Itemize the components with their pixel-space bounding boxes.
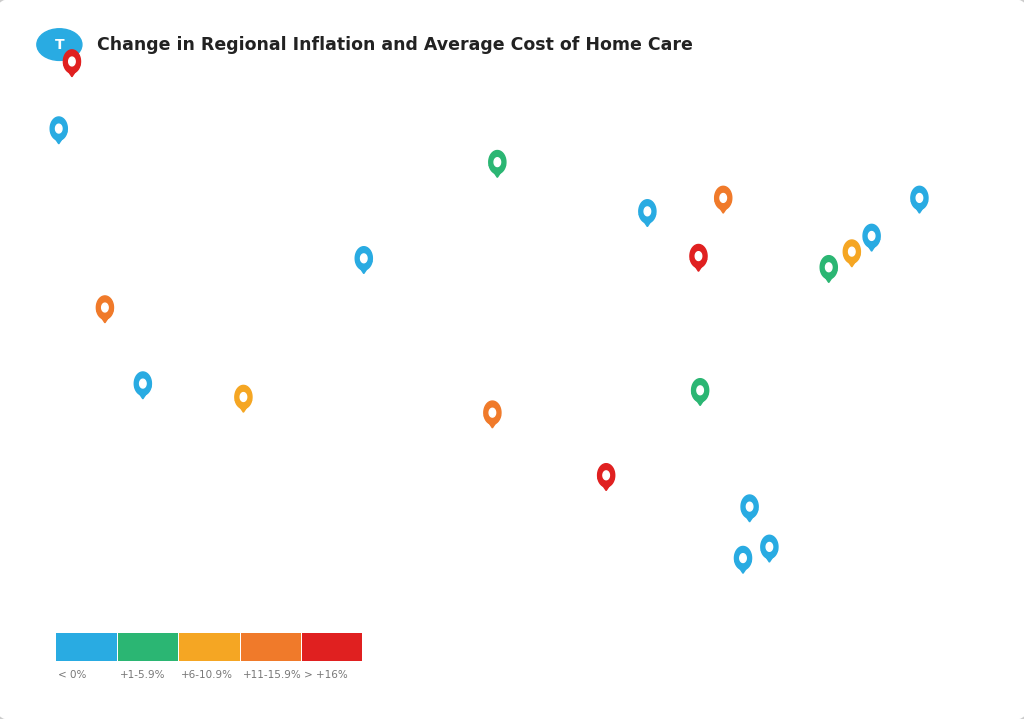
- Polygon shape: [916, 193, 923, 202]
- Polygon shape: [355, 261, 372, 273]
- Text: +1-5.9%: +1-5.9%: [120, 670, 165, 680]
- Polygon shape: [96, 311, 114, 323]
- Polygon shape: [603, 471, 609, 480]
- FancyBboxPatch shape: [302, 633, 362, 661]
- Polygon shape: [825, 263, 833, 272]
- Polygon shape: [844, 255, 860, 267]
- Polygon shape: [766, 542, 773, 551]
- Polygon shape: [691, 379, 709, 402]
- Polygon shape: [868, 232, 874, 240]
- Polygon shape: [734, 546, 752, 569]
- Polygon shape: [863, 239, 880, 251]
- Polygon shape: [715, 186, 732, 209]
- Text: Change in Regional Inflation and Average Cost of Home Care: Change in Regional Inflation and Average…: [97, 35, 693, 54]
- Polygon shape: [761, 535, 778, 559]
- Polygon shape: [849, 247, 855, 256]
- Polygon shape: [101, 303, 109, 312]
- Polygon shape: [236, 400, 252, 412]
- Polygon shape: [134, 372, 152, 395]
- Text: > +16%: > +16%: [304, 670, 348, 680]
- Circle shape: [37, 29, 82, 60]
- Polygon shape: [746, 502, 753, 511]
- Polygon shape: [695, 252, 701, 260]
- Polygon shape: [234, 385, 252, 408]
- Polygon shape: [820, 270, 837, 283]
- FancyBboxPatch shape: [241, 633, 301, 661]
- Polygon shape: [690, 259, 707, 271]
- Polygon shape: [639, 200, 656, 223]
- Polygon shape: [55, 124, 62, 133]
- Polygon shape: [63, 50, 81, 73]
- Polygon shape: [598, 464, 614, 487]
- Text: < 0%: < 0%: [58, 670, 87, 680]
- Polygon shape: [911, 186, 928, 209]
- FancyBboxPatch shape: [118, 633, 178, 661]
- Polygon shape: [139, 379, 146, 388]
- Polygon shape: [741, 510, 758, 522]
- Polygon shape: [241, 393, 247, 401]
- Polygon shape: [360, 254, 367, 262]
- Polygon shape: [495, 157, 501, 167]
- Polygon shape: [598, 478, 614, 490]
- Polygon shape: [761, 550, 777, 562]
- Polygon shape: [96, 296, 114, 319]
- Text: T: T: [54, 37, 65, 52]
- Polygon shape: [697, 386, 703, 395]
- Polygon shape: [355, 247, 373, 270]
- Polygon shape: [734, 561, 752, 573]
- Polygon shape: [690, 244, 707, 267]
- Polygon shape: [739, 554, 746, 562]
- Polygon shape: [50, 117, 68, 140]
- Polygon shape: [489, 408, 496, 417]
- Polygon shape: [489, 165, 506, 178]
- Polygon shape: [844, 240, 860, 263]
- Text: +11-15.9%: +11-15.9%: [243, 670, 301, 680]
- Polygon shape: [134, 387, 152, 399]
- FancyBboxPatch shape: [179, 633, 240, 661]
- Polygon shape: [488, 150, 506, 174]
- Polygon shape: [911, 201, 928, 213]
- Polygon shape: [741, 495, 758, 518]
- Polygon shape: [639, 214, 655, 226]
- Polygon shape: [483, 401, 501, 424]
- Polygon shape: [69, 57, 75, 66]
- Polygon shape: [863, 224, 881, 247]
- Polygon shape: [720, 193, 726, 202]
- FancyBboxPatch shape: [56, 633, 117, 661]
- Polygon shape: [715, 201, 731, 213]
- Polygon shape: [644, 207, 650, 216]
- Polygon shape: [63, 65, 80, 77]
- Polygon shape: [820, 256, 838, 279]
- Text: +6-10.9%: +6-10.9%: [181, 670, 233, 680]
- Polygon shape: [484, 416, 501, 428]
- Polygon shape: [50, 132, 67, 144]
- Polygon shape: [692, 393, 709, 406]
